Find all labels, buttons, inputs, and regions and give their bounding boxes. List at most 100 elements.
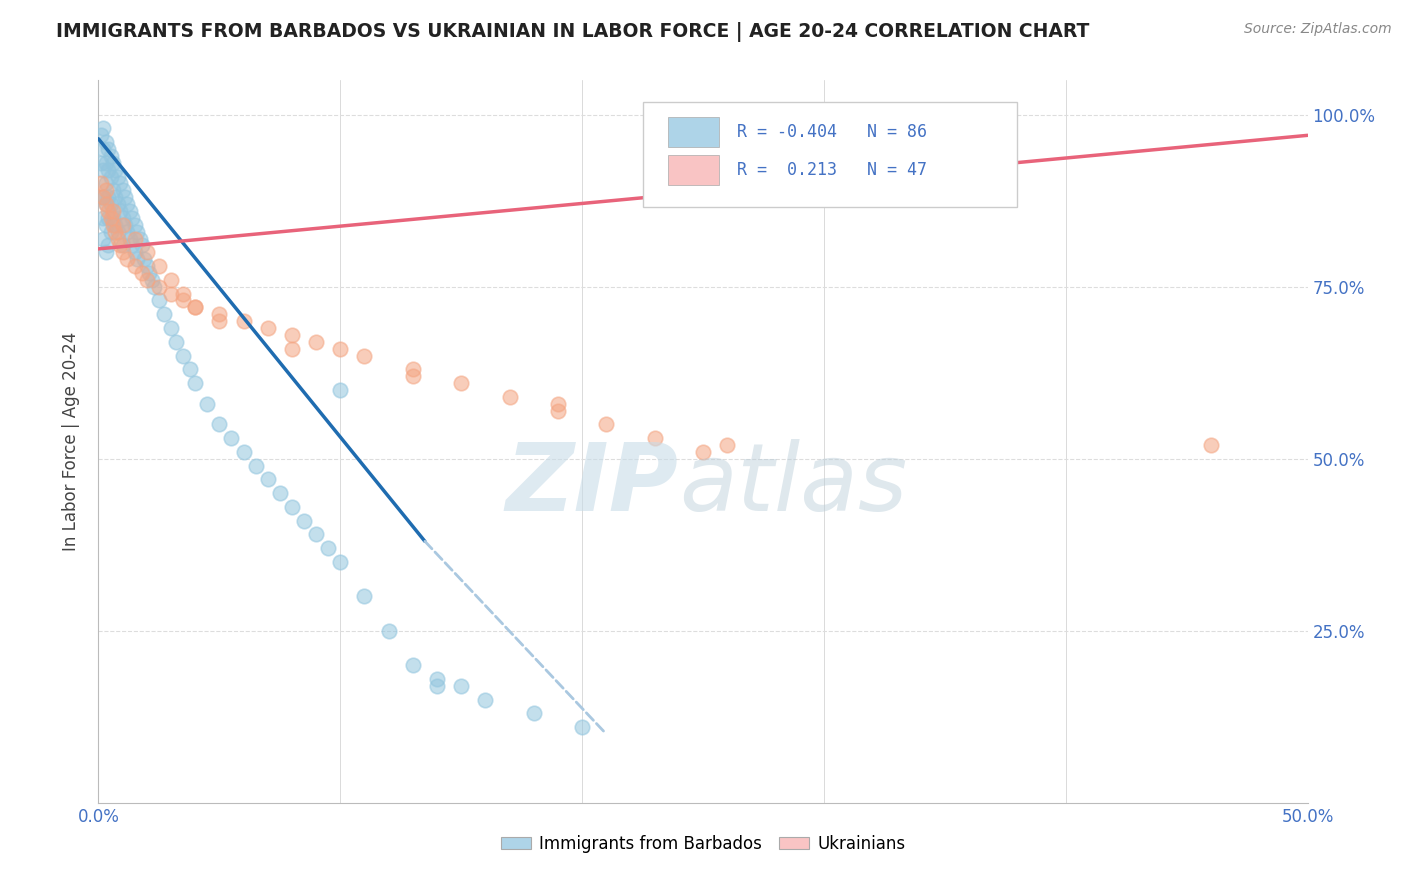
Point (292, 514, 315, 528)
Point (1199, 438, 1222, 452)
Point (141, 273, 163, 287)
Point (107, 231, 129, 245)
Point (101, 211, 124, 225)
Point (195, 397, 218, 411)
Point (117, 197, 139, 211)
Point (172, 293, 194, 308)
Point (152, 307, 174, 321)
Point (91, 211, 114, 225)
Point (124, 218, 146, 232)
Point (118, 231, 141, 245)
Point (111, 183, 134, 197)
Point (128, 231, 150, 245)
Point (97, 238, 120, 252)
Point (100, 197, 122, 211)
Point (172, 286, 194, 301)
Point (114, 218, 136, 232)
Point (94, 135, 117, 149)
Point (450, 376, 472, 390)
Point (114, 190, 136, 204)
Point (90, 156, 112, 170)
Point (143, 279, 166, 293)
Point (353, 590, 375, 604)
Y-axis label: In Labor Force | Age 20-24: In Labor Force | Age 20-24 (62, 332, 80, 551)
Point (474, 692, 496, 706)
Point (135, 245, 157, 260)
Point (121, 211, 143, 225)
Point (118, 204, 141, 219)
Point (269, 486, 291, 500)
Point (131, 238, 153, 252)
Point (94, 197, 117, 211)
Point (117, 225, 139, 239)
Point (111, 211, 134, 225)
Point (111, 218, 134, 232)
Point (316, 541, 339, 556)
Point (104, 218, 127, 232)
Point (208, 314, 231, 328)
Point (232, 314, 254, 328)
Point (450, 679, 472, 693)
Point (329, 383, 352, 397)
Point (104, 162, 127, 177)
Point (107, 169, 129, 184)
Point (101, 218, 124, 232)
Point (256, 321, 278, 335)
Point (91, 190, 114, 204)
Point (124, 259, 146, 273)
Point (305, 334, 328, 349)
Point (426, 672, 449, 686)
Point (160, 273, 183, 287)
FancyBboxPatch shape (643, 102, 1018, 207)
Point (135, 259, 157, 273)
Point (523, 706, 546, 721)
Point (148, 293, 170, 308)
Point (124, 231, 146, 245)
Point (90, 177, 112, 191)
Point (101, 156, 124, 170)
Point (281, 342, 304, 356)
Point (108, 238, 131, 252)
Point (97, 142, 120, 156)
Point (97, 211, 120, 225)
Point (256, 472, 278, 486)
Point (498, 390, 520, 404)
Point (94, 197, 117, 211)
Point (571, 720, 593, 734)
FancyBboxPatch shape (668, 154, 718, 185)
Text: R =  0.213   N = 47: R = 0.213 N = 47 (737, 161, 927, 179)
Point (108, 204, 131, 219)
Point (329, 555, 352, 569)
Legend: Immigrants from Barbados, Ukrainians: Immigrants from Barbados, Ukrainians (494, 828, 912, 860)
Point (90, 128, 112, 143)
Text: atlas: atlas (679, 440, 907, 531)
Text: Source: ZipAtlas.com: Source: ZipAtlas.com (1244, 22, 1392, 37)
Point (138, 266, 160, 280)
Point (281, 500, 304, 514)
Point (101, 204, 124, 219)
Point (97, 204, 120, 219)
Point (111, 238, 134, 252)
Point (107, 225, 129, 239)
Point (124, 245, 146, 260)
Point (716, 438, 738, 452)
Point (179, 362, 201, 376)
Point (127, 225, 149, 239)
Text: R = -0.404   N = 86: R = -0.404 N = 86 (737, 123, 927, 141)
Point (377, 624, 399, 638)
Point (107, 197, 129, 211)
Point (100, 149, 122, 163)
Point (426, 679, 449, 693)
Point (232, 445, 254, 459)
Point (117, 252, 139, 267)
Point (148, 279, 170, 293)
Point (692, 445, 714, 459)
Point (94, 177, 117, 191)
Point (121, 238, 143, 252)
Point (91, 162, 114, 177)
Point (165, 334, 187, 349)
Point (353, 349, 375, 363)
Point (402, 658, 425, 673)
Point (111, 245, 134, 260)
Point (184, 301, 207, 315)
